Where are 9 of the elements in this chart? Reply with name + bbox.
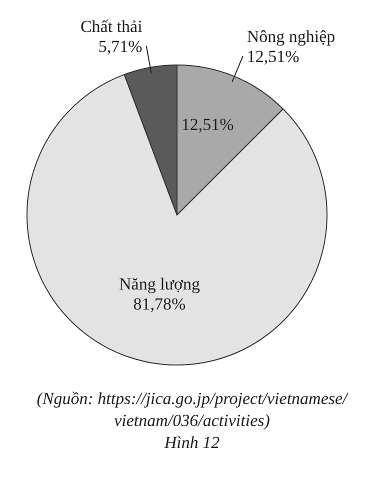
slice-label: Nông nghiệp — [246, 27, 336, 46]
data-label: 81,78% — [133, 294, 186, 314]
text: Hình 12 — [163, 432, 221, 454]
text: (Nguồn: https://jica.go.jp/project/vietnamese/vietnam/036/activities) — [36, 389, 348, 430]
slice-label: Năng lượng — [119, 274, 201, 294]
data-label: 5,71% — [98, 36, 142, 56]
text: 12,51% — [181, 115, 234, 134]
slice-label: Chất thải — [80, 16, 143, 36]
data-label: 12,51% — [246, 47, 300, 66]
